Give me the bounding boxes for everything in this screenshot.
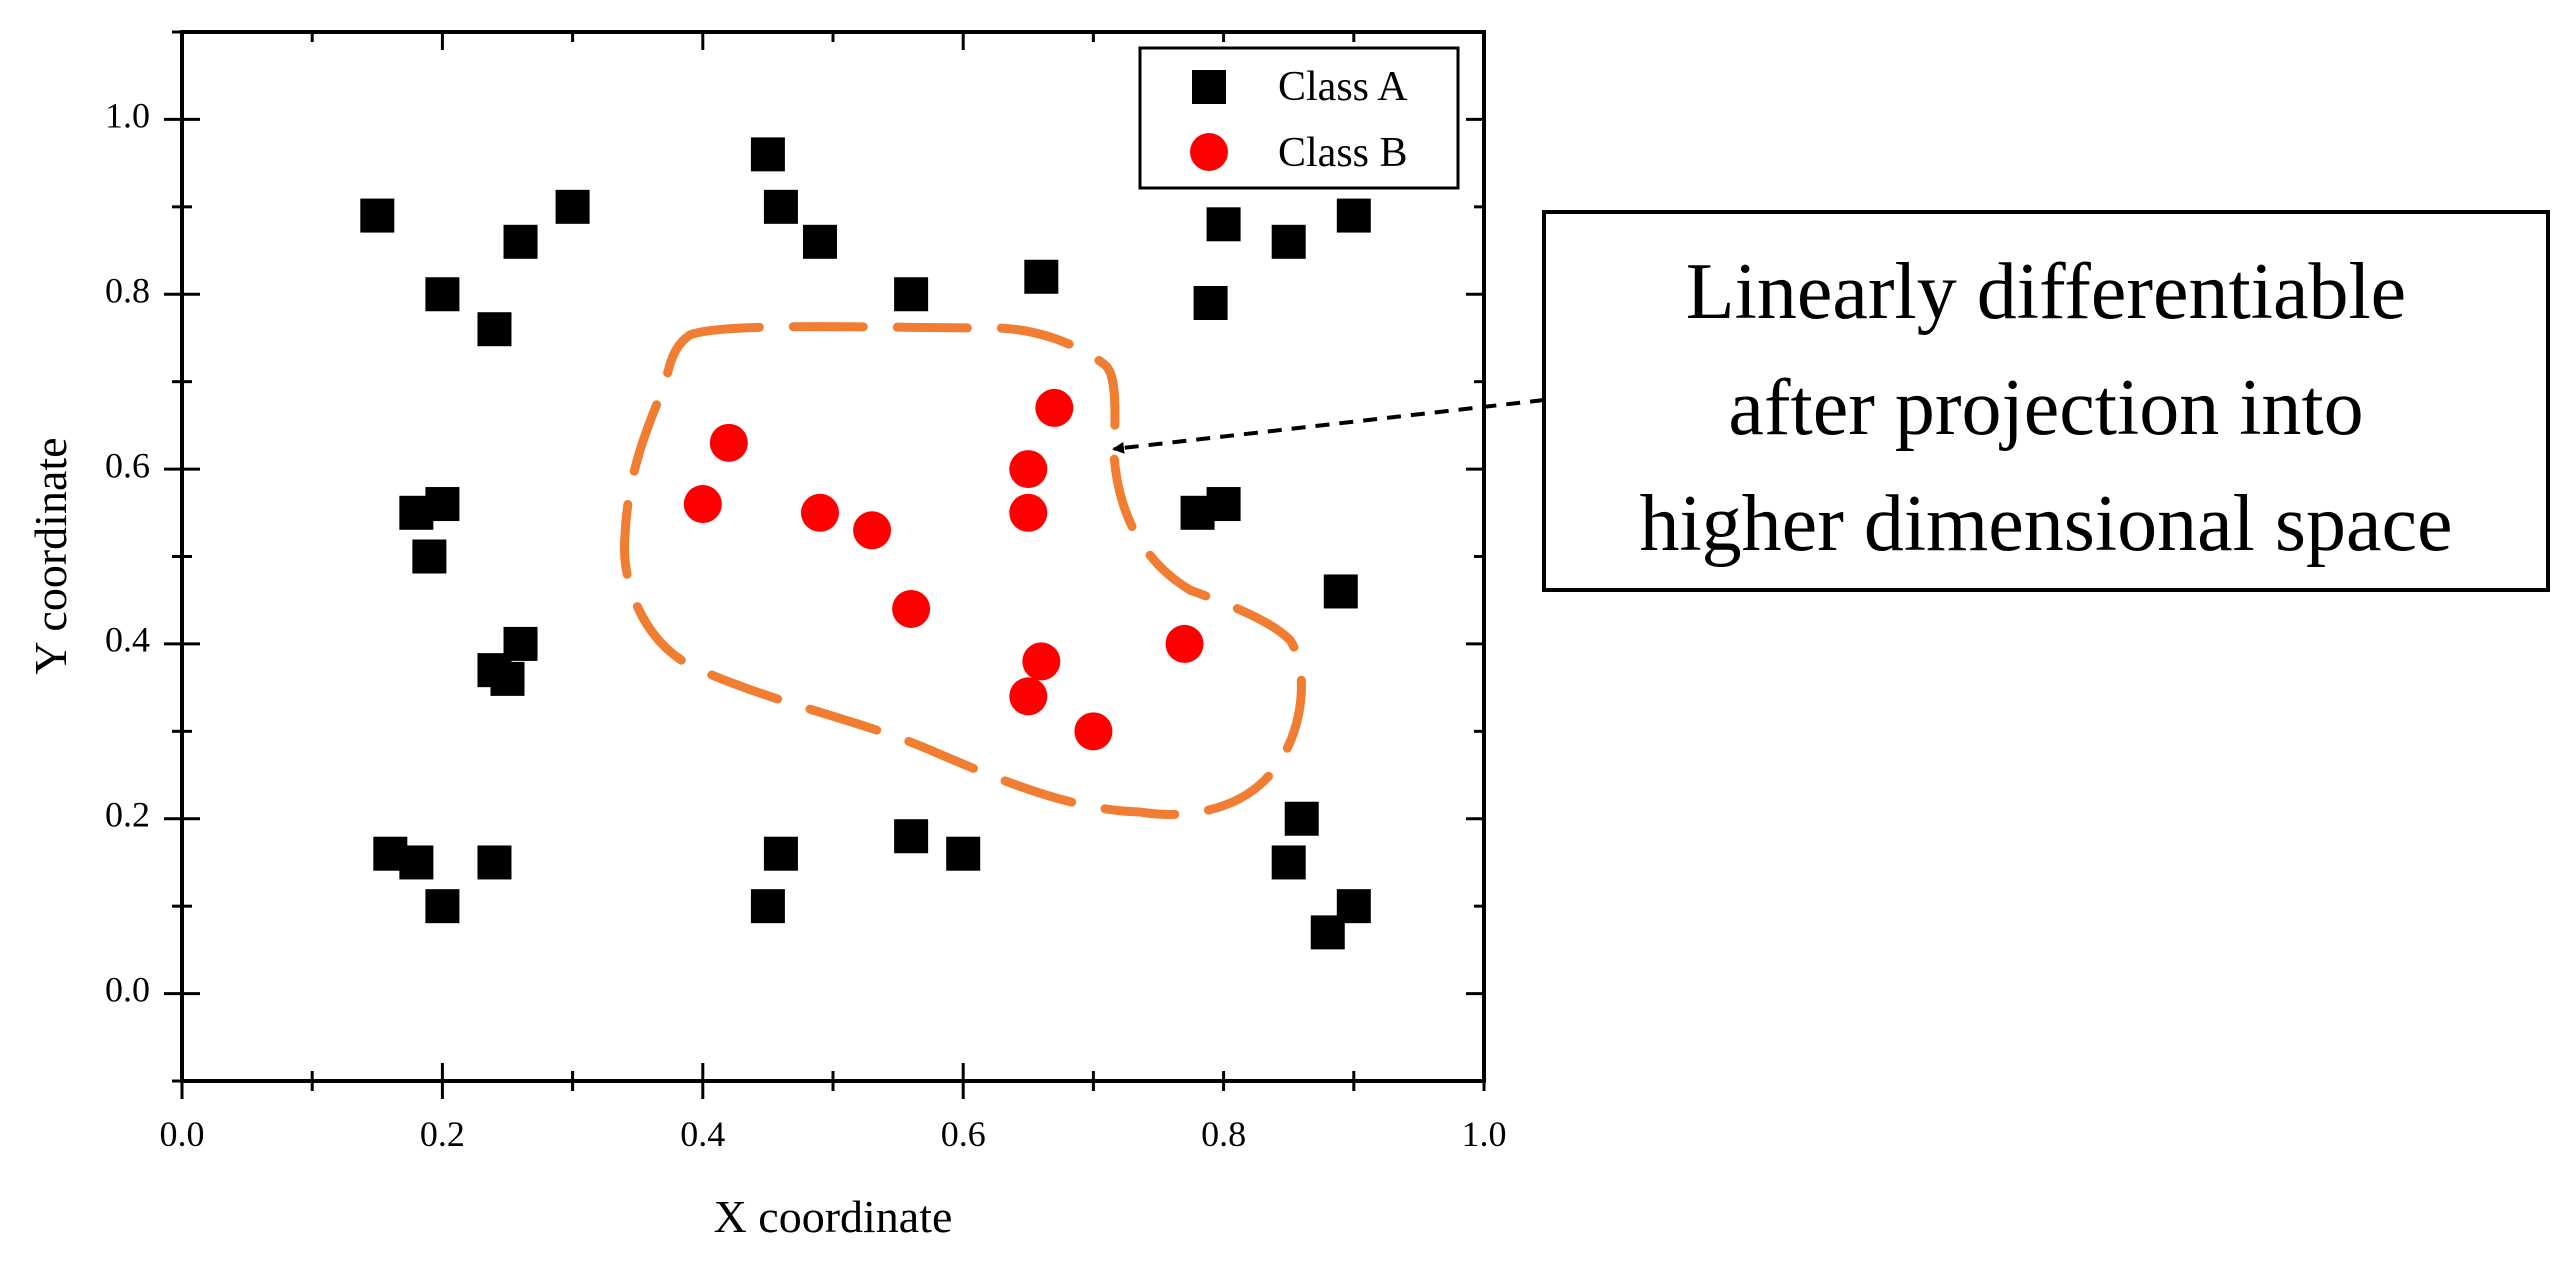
- point-class-a: [894, 277, 929, 312]
- axis-ticks: [164, 30, 1486, 1099]
- legend-label-class-a: Class A: [1278, 64, 1408, 110]
- point-class-a: [894, 819, 929, 854]
- point-class-a: [750, 889, 785, 924]
- point-class-a: [1024, 259, 1059, 294]
- point-class-a: [750, 137, 785, 172]
- y-tick-label: 0.2: [105, 794, 150, 834]
- point-class-b: [1009, 450, 1048, 489]
- series-class-b: [683, 388, 1204, 751]
- point-class-b: [1035, 388, 1074, 427]
- x-tick-label: 0.2: [420, 1114, 465, 1154]
- annotation-arrow: [1112, 398, 1545, 454]
- point-class-a: [1284, 801, 1319, 836]
- y-tick-label: 1.0: [105, 95, 150, 135]
- point-class-b: [1074, 712, 1113, 751]
- point-class-a: [490, 661, 525, 696]
- point-class-a: [360, 198, 395, 233]
- point-class-a: [503, 224, 538, 259]
- point-class-b: [1165, 624, 1204, 663]
- x-tick-labels: 0.0 0.2 0.4 0.6 0.8 1.0: [160, 1114, 1507, 1154]
- class-b-boundary: [619, 322, 1306, 819]
- point-class-a: [399, 845, 434, 880]
- point-class-a: [946, 836, 981, 871]
- y-tick-label: 0.6: [105, 445, 150, 485]
- x-tick-label: 1.0: [1462, 1114, 1507, 1154]
- y-tick-label: 0.4: [105, 619, 150, 659]
- legend-label-class-b: Class B: [1278, 130, 1408, 176]
- point-class-a: [477, 312, 512, 347]
- point-class-a: [477, 845, 512, 880]
- point-class-a: [1336, 198, 1371, 233]
- point-class-b: [1009, 677, 1048, 716]
- series-class-a: [360, 137, 1371, 950]
- point-class-a: [1206, 207, 1241, 242]
- point-class-b: [1022, 642, 1061, 681]
- x-tick-label: 0.0: [160, 1114, 205, 1154]
- x-tick-label: 0.4: [680, 1114, 725, 1154]
- point-class-b: [800, 493, 839, 532]
- x-tick-label: 0.6: [941, 1114, 986, 1154]
- legend: Class A Class B: [1138, 46, 1460, 190]
- point-class-b: [1009, 493, 1048, 532]
- annotation-line-3: higher dimensional space: [1639, 480, 2452, 568]
- annotation-line-1: Linearly differentiable: [1686, 248, 2406, 336]
- point-class-b: [709, 423, 748, 462]
- point-class-a: [763, 836, 798, 871]
- point-class-b: [683, 485, 722, 524]
- y-tick-label: 0.8: [105, 270, 150, 310]
- point-class-a: [503, 626, 538, 661]
- point-class-b: [853, 511, 892, 550]
- point-class-a: [1271, 845, 1306, 880]
- point-class-a: [425, 277, 460, 312]
- y-tick-labels: 0.0 0.2 0.4 0.6 0.8 1.0: [105, 95, 150, 1009]
- x-axis-title: X coordinate: [714, 1191, 953, 1242]
- point-class-a: [1271, 224, 1306, 259]
- annotation-frame: [1542, 210, 2550, 592]
- point-class-a: [425, 487, 460, 522]
- point-class-a: [802, 224, 837, 259]
- y-tick-label: 0.0: [105, 969, 150, 1009]
- point-class-a: [1206, 487, 1241, 522]
- point-class-a: [1323, 574, 1358, 609]
- point-class-b: [892, 589, 931, 628]
- point-class-a: [555, 189, 590, 224]
- y-axis-title: Y coordinate: [25, 437, 76, 674]
- point-class-a: [425, 889, 460, 924]
- x-tick-label: 0.8: [1201, 1114, 1246, 1154]
- annotation-line-2: after projection into: [1728, 364, 2363, 452]
- annotation-box: Linearly differentiable after projection…: [1542, 210, 2550, 592]
- legend-marker-class-a: [1192, 70, 1226, 104]
- point-class-a: [412, 539, 447, 574]
- point-class-a: [763, 189, 798, 224]
- legend-marker-class-b: [1190, 133, 1228, 171]
- point-class-a: [1193, 285, 1228, 320]
- point-class-a: [1336, 889, 1371, 924]
